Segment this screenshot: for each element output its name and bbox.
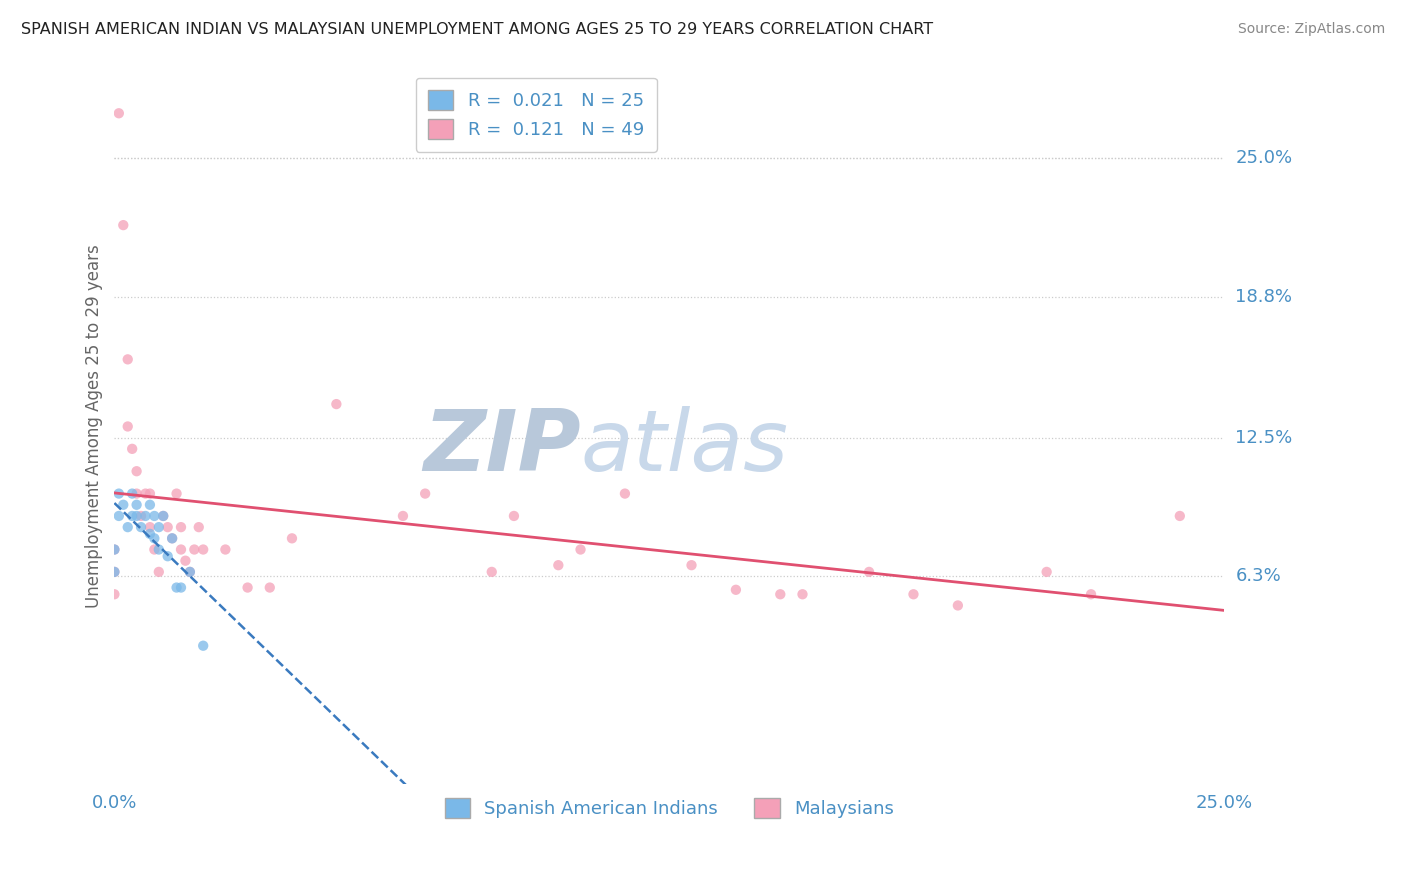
- Point: [148, 542, 170, 557]
- Point: [179, 565, 201, 579]
- Point: [121, 442, 143, 456]
- Point: [214, 542, 236, 557]
- Point: [325, 397, 347, 411]
- Point: [160, 532, 183, 546]
- Point: [1080, 587, 1102, 601]
- Point: [1035, 565, 1057, 579]
- Point: [108, 486, 131, 500]
- Point: [236, 581, 259, 595]
- Point: [166, 581, 188, 595]
- Point: [183, 542, 205, 557]
- Legend: Spanish American Indians, Malaysians: Spanish American Indians, Malaysians: [437, 791, 901, 825]
- Point: [179, 565, 201, 579]
- Point: [125, 508, 148, 523]
- Point: [112, 218, 135, 232]
- Point: [903, 587, 925, 601]
- Point: [134, 486, 156, 500]
- Point: [152, 508, 174, 523]
- Point: [858, 565, 880, 579]
- Point: [792, 587, 814, 601]
- Point: [156, 520, 179, 534]
- Point: [392, 508, 415, 523]
- Point: [117, 352, 139, 367]
- Point: [769, 587, 792, 601]
- Point: [166, 486, 188, 500]
- Point: [170, 520, 193, 534]
- Text: 25.0%: 25.0%: [1236, 149, 1292, 167]
- Point: [139, 486, 162, 500]
- Point: [125, 498, 148, 512]
- Text: Source: ZipAtlas.com: Source: ZipAtlas.com: [1237, 22, 1385, 37]
- Text: ZIP: ZIP: [423, 407, 581, 490]
- Point: [613, 486, 636, 500]
- Point: [281, 532, 304, 546]
- Text: 6.3%: 6.3%: [1236, 567, 1281, 585]
- Point: [129, 520, 152, 534]
- Point: [724, 582, 747, 597]
- Point: [193, 639, 215, 653]
- Point: [108, 106, 131, 120]
- Point: [139, 526, 162, 541]
- Text: 18.8%: 18.8%: [1236, 288, 1292, 306]
- Point: [103, 565, 125, 579]
- Point: [129, 508, 152, 523]
- Point: [103, 565, 125, 579]
- Point: [121, 486, 143, 500]
- Point: [503, 508, 526, 523]
- Point: [170, 581, 193, 595]
- Point: [681, 558, 703, 573]
- Point: [148, 565, 170, 579]
- Point: [143, 542, 166, 557]
- Point: [160, 532, 183, 546]
- Point: [121, 508, 143, 523]
- Point: [139, 498, 162, 512]
- Point: [134, 508, 156, 523]
- Text: 12.5%: 12.5%: [1236, 429, 1292, 447]
- Point: [156, 549, 179, 564]
- Point: [143, 532, 166, 546]
- Point: [143, 508, 166, 523]
- Point: [413, 486, 436, 500]
- Point: [569, 542, 592, 557]
- Point: [481, 565, 503, 579]
- Point: [1168, 508, 1191, 523]
- Point: [152, 508, 174, 523]
- Point: [170, 542, 193, 557]
- Point: [108, 508, 131, 523]
- Point: [103, 587, 125, 601]
- Point: [117, 520, 139, 534]
- Point: [174, 554, 197, 568]
- Text: atlas: atlas: [581, 407, 789, 490]
- Point: [259, 581, 281, 595]
- Point: [125, 464, 148, 478]
- Point: [148, 520, 170, 534]
- Point: [193, 542, 215, 557]
- Point: [112, 498, 135, 512]
- Point: [117, 419, 139, 434]
- Point: [103, 542, 125, 557]
- Point: [103, 542, 125, 557]
- Point: [125, 486, 148, 500]
- Text: SPANISH AMERICAN INDIAN VS MALAYSIAN UNEMPLOYMENT AMONG AGES 25 TO 29 YEARS CORR: SPANISH AMERICAN INDIAN VS MALAYSIAN UNE…: [21, 22, 934, 37]
- Point: [946, 599, 969, 613]
- Point: [187, 520, 209, 534]
- Point: [139, 520, 162, 534]
- Point: [547, 558, 569, 573]
- Y-axis label: Unemployment Among Ages 25 to 29 years: Unemployment Among Ages 25 to 29 years: [86, 244, 103, 608]
